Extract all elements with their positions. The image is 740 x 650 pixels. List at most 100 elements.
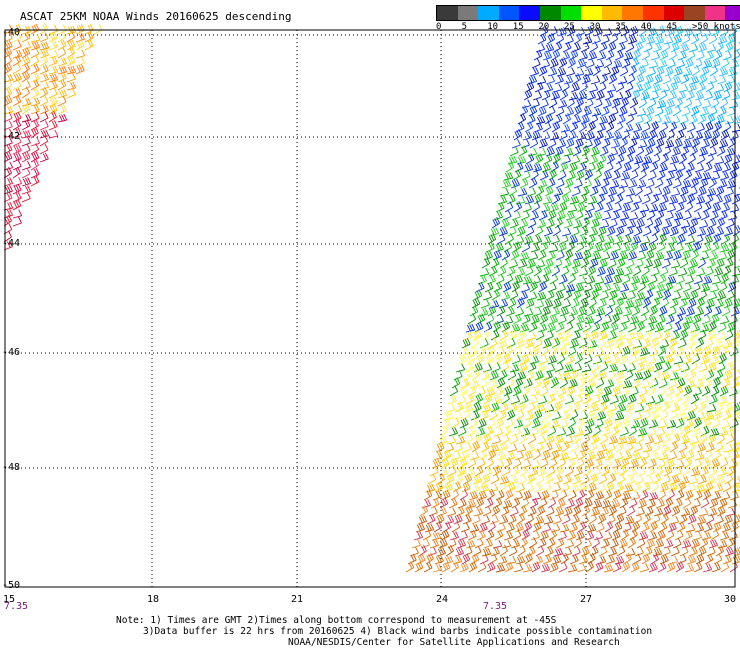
wind-barb bbox=[638, 456, 648, 469]
wind-barb bbox=[617, 145, 627, 157]
wind-barb bbox=[12, 216, 22, 227]
wind-barb bbox=[512, 529, 522, 541]
wind-barb bbox=[12, 183, 22, 195]
wind-barb bbox=[671, 218, 681, 229]
legend-swatch bbox=[581, 6, 602, 20]
wind-barb bbox=[697, 546, 707, 557]
wind-barb bbox=[698, 362, 708, 373]
wind-barb bbox=[501, 392, 510, 405]
wind-barb bbox=[518, 433, 528, 445]
wind-barb bbox=[523, 235, 534, 245]
wind-barb bbox=[531, 130, 541, 141]
wind-barb bbox=[599, 145, 609, 157]
wind-barb bbox=[619, 353, 629, 365]
wind-barb bbox=[593, 97, 603, 109]
wind-barb bbox=[603, 346, 613, 357]
wind-barb bbox=[57, 89, 68, 99]
wind-barb bbox=[669, 81, 679, 93]
wind-barb bbox=[610, 210, 620, 221]
wind-barb bbox=[514, 306, 525, 317]
wind-barb bbox=[537, 395, 548, 405]
wind-barb bbox=[705, 298, 715, 309]
wind-barb bbox=[638, 386, 648, 397]
wind-barb bbox=[618, 34, 628, 45]
wind-barb bbox=[495, 563, 506, 573]
wind-barb bbox=[463, 473, 473, 485]
wind-barb bbox=[489, 514, 499, 525]
wind-barb bbox=[578, 337, 588, 349]
wind-barb bbox=[712, 306, 722, 317]
wind-barb bbox=[589, 329, 599, 341]
wind-barb bbox=[704, 481, 714, 493]
wind-barb bbox=[688, 402, 698, 413]
wind-barb bbox=[540, 490, 550, 501]
wind-barb bbox=[660, 443, 671, 453]
wind-barb bbox=[631, 378, 641, 389]
wind-barb bbox=[710, 97, 720, 109]
wind-barb bbox=[603, 489, 613, 501]
wind-barb bbox=[624, 226, 634, 237]
wind-barb bbox=[700, 425, 710, 437]
wind-barb bbox=[456, 466, 466, 477]
wind-barb bbox=[626, 73, 636, 85]
wind-barb bbox=[546, 177, 556, 189]
wind-barb bbox=[663, 251, 674, 261]
wind-barb bbox=[703, 449, 713, 461]
wind-barb bbox=[591, 107, 602, 117]
wind-barb bbox=[638, 168, 647, 181]
wind-barb bbox=[654, 394, 664, 405]
wind-barb bbox=[669, 371, 680, 381]
wind-barb bbox=[696, 515, 707, 525]
wind-barb bbox=[550, 234, 560, 245]
wind-barb bbox=[633, 442, 643, 453]
wind-barb bbox=[501, 249, 511, 261]
wind-barb bbox=[648, 203, 659, 213]
wind-barb bbox=[644, 145, 654, 157]
wind-barb bbox=[677, 194, 687, 205]
wind-barb bbox=[598, 41, 608, 53]
wind-barb bbox=[548, 314, 558, 325]
wind-barb bbox=[622, 234, 632, 245]
wind-barb bbox=[581, 363, 592, 373]
wind-barb bbox=[461, 482, 471, 493]
wind-barb bbox=[613, 451, 624, 461]
wind-barb bbox=[588, 154, 598, 165]
wind-barb bbox=[707, 75, 718, 85]
wind-barb bbox=[507, 225, 517, 237]
wind-barb bbox=[460, 378, 470, 389]
wind-barb bbox=[520, 210, 530, 221]
wind-barb bbox=[664, 139, 675, 149]
wind-barb bbox=[572, 145, 582, 157]
wind-barb bbox=[584, 315, 595, 325]
wind-barb bbox=[724, 41, 734, 53]
wind-barb bbox=[658, 521, 668, 533]
wind-barb bbox=[628, 211, 639, 221]
wind-barb bbox=[580, 186, 590, 197]
wind-barb bbox=[446, 435, 457, 445]
wind-barb bbox=[559, 451, 570, 461]
wind-barb bbox=[537, 249, 547, 261]
wind-barb bbox=[571, 475, 582, 485]
wind-barb bbox=[727, 281, 737, 293]
wind-barb bbox=[516, 371, 527, 381]
wind-barb bbox=[66, 46, 75, 59]
wind-barb bbox=[529, 497, 539, 509]
wind-barb bbox=[610, 355, 621, 365]
wind-barb bbox=[603, 563, 614, 573]
wind-barb bbox=[558, 57, 568, 69]
wind-barb bbox=[660, 152, 669, 165]
wind-barb bbox=[560, 123, 571, 133]
wind-barb bbox=[437, 506, 447, 517]
wind-barb bbox=[664, 210, 674, 221]
wind-barb bbox=[427, 473, 437, 485]
wind-barb bbox=[685, 235, 696, 245]
wind-barb bbox=[715, 475, 726, 485]
wind-barb bbox=[715, 331, 726, 341]
wind-barb bbox=[732, 369, 740, 381]
wind-barb bbox=[671, 146, 681, 157]
wind-barb bbox=[546, 322, 556, 333]
lat-label: -40 bbox=[2, 27, 21, 38]
wind-barb bbox=[48, 120, 58, 131]
wind-barb bbox=[538, 355, 549, 365]
wind-barb bbox=[584, 97, 594, 109]
